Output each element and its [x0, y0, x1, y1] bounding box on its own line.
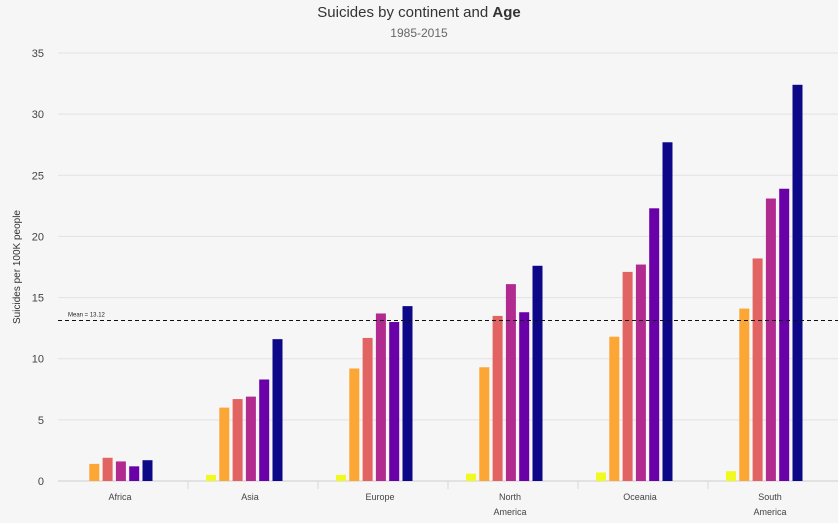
bar: [336, 474, 346, 481]
x-tick-label: America: [493, 507, 526, 517]
gridlines: [58, 52, 838, 482]
bar: [362, 337, 373, 481]
chart-title-text: Suicides by continent and: [317, 4, 489, 21]
x-tick-label: Oceania: [623, 492, 657, 502]
y-tick-label: 5: [38, 415, 44, 427]
x-tick-label: America: [753, 507, 786, 517]
bar: [752, 258, 763, 481]
y-tick-label: 10: [32, 354, 44, 366]
bar: [739, 308, 750, 481]
bar: [206, 474, 216, 481]
y-axis-ticks: 0 5 10 15 20 25 30 35: [32, 48, 44, 488]
bar: [792, 84, 803, 482]
bar: [115, 461, 126, 481]
bar: [402, 306, 413, 481]
bar: [102, 457, 113, 481]
bar: [492, 315, 503, 481]
x-axis-ticks: Africa Asia Europe North America Oceania South…: [108, 481, 787, 517]
bar: [89, 463, 100, 481]
bar: [466, 473, 476, 481]
bar: [375, 313, 386, 481]
bar: [389, 322, 400, 481]
x-tick-label: North: [499, 492, 521, 502]
chart-subtitle: 1985-2015: [390, 26, 448, 40]
mean-label: Mean = 13.12: [68, 313, 106, 319]
y-tick-label: 25: [32, 170, 44, 182]
bar: [505, 284, 516, 481]
x-tick-label: Asia: [241, 492, 259, 502]
bar: [272, 339, 283, 481]
y-tick-label: 30: [32, 109, 44, 121]
y-tick-label: 35: [32, 48, 44, 60]
bar: [519, 312, 530, 481]
mean-line-group: Mean = 13.12: [58, 313, 838, 322]
bar: [245, 396, 256, 481]
bar: [765, 198, 776, 481]
y-tick-label: 15: [32, 293, 44, 305]
x-tick-label: South: [758, 492, 782, 502]
y-tick-label: 20: [32, 231, 44, 243]
y-axis-label: Suicides per 100K people: [12, 210, 23, 324]
y-tick-label: 0: [38, 476, 44, 488]
bar: [635, 264, 646, 481]
bar: [259, 379, 270, 481]
bar: [232, 399, 243, 481]
bar: [779, 188, 790, 482]
bar: [532, 265, 543, 481]
bar: [609, 336, 620, 481]
bar: [622, 271, 633, 481]
bars: [89, 84, 803, 482]
bar: [479, 367, 490, 481]
bar: [649, 208, 660, 481]
x-tick-label: Europe: [365, 492, 394, 502]
bar: [129, 466, 140, 481]
x-tick-label: Africa: [108, 492, 131, 502]
chart-title: Suicides by continent and Age: [0, 4, 838, 21]
bar: [596, 472, 606, 481]
bar: [349, 368, 360, 481]
chart-title-bold: Age: [492, 4, 521, 21]
bar: [142, 460, 153, 481]
bar: [219, 407, 230, 481]
bar: [726, 471, 736, 481]
bar: [662, 142, 673, 482]
